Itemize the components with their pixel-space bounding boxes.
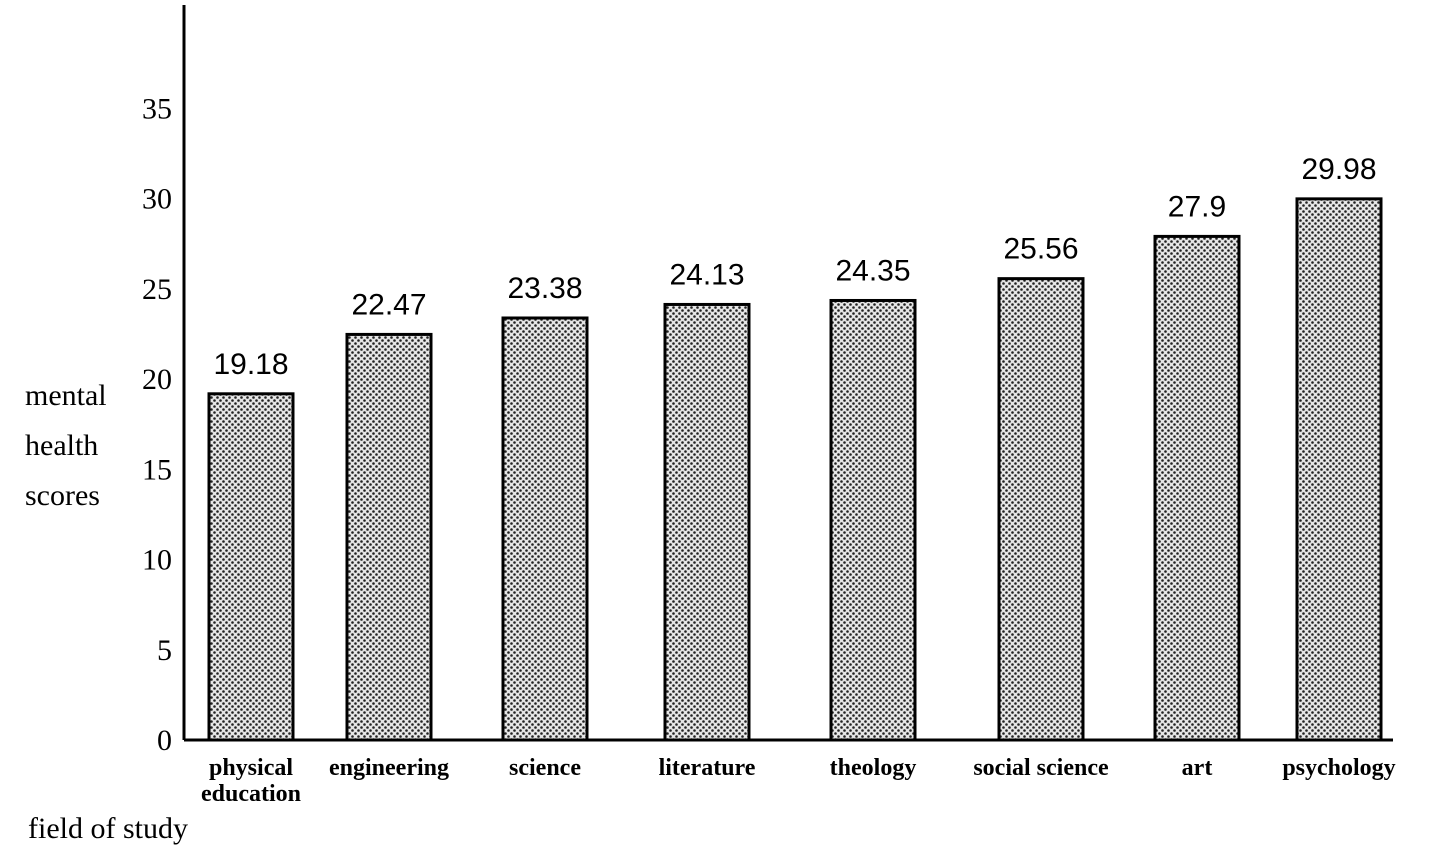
- y-axis-title-line: health: [25, 429, 98, 462]
- x-axis-title: field of study: [28, 812, 188, 845]
- x-category-label: education: [201, 781, 301, 807]
- bar: [829, 298, 917, 742]
- y-axis-title-line: scores: [25, 479, 100, 512]
- bar: [1295, 197, 1383, 742]
- y-tick-label: 0: [157, 724, 172, 757]
- bar: [997, 277, 1085, 742]
- data-label: 25.56: [1003, 233, 1078, 266]
- y-tick-label: 30: [142, 183, 172, 216]
- y-tick-label: 20: [142, 363, 172, 396]
- x-category-label: art: [1182, 755, 1213, 781]
- bars-group: [207, 197, 1383, 742]
- y-axis-title-line: mental: [25, 379, 107, 412]
- x-category-label: physical: [209, 755, 293, 781]
- bar: [345, 332, 433, 742]
- data-label: 27.9: [1168, 190, 1226, 223]
- bar: [207, 392, 295, 742]
- data-label: 23.38: [507, 272, 582, 305]
- x-category-label: science: [509, 755, 581, 781]
- y-tick-label: 5: [157, 634, 172, 667]
- y-tick-labels: 0 5 10 15 20 25 30 35: [142, 92, 172, 757]
- data-labels-group: 19.18 22.47 23.38 24.13 24.35 25.56 27.9 29.98: [213, 153, 1376, 381]
- y-tick-label: 15: [142, 453, 172, 486]
- y-tick-label: 25: [142, 273, 172, 306]
- bar: [1153, 234, 1241, 742]
- data-label: 19.18: [213, 348, 288, 381]
- x-category-label: psychology: [1282, 755, 1395, 781]
- data-label: 29.98: [1301, 153, 1376, 186]
- data-label: 24.13: [669, 258, 744, 291]
- bar: [663, 302, 751, 742]
- x-category-label: social science: [973, 755, 1109, 781]
- data-label: 22.47: [351, 288, 426, 321]
- y-axis-title: mental health scores: [25, 379, 107, 512]
- x-category-label: engineering: [329, 755, 449, 781]
- y-tick-label: 35: [142, 92, 172, 125]
- y-tick-label: 10: [142, 544, 172, 577]
- x-category-label: theology: [830, 755, 917, 781]
- x-category-label: literature: [659, 755, 756, 781]
- data-label: 24.35: [835, 254, 910, 287]
- bar: [501, 316, 589, 742]
